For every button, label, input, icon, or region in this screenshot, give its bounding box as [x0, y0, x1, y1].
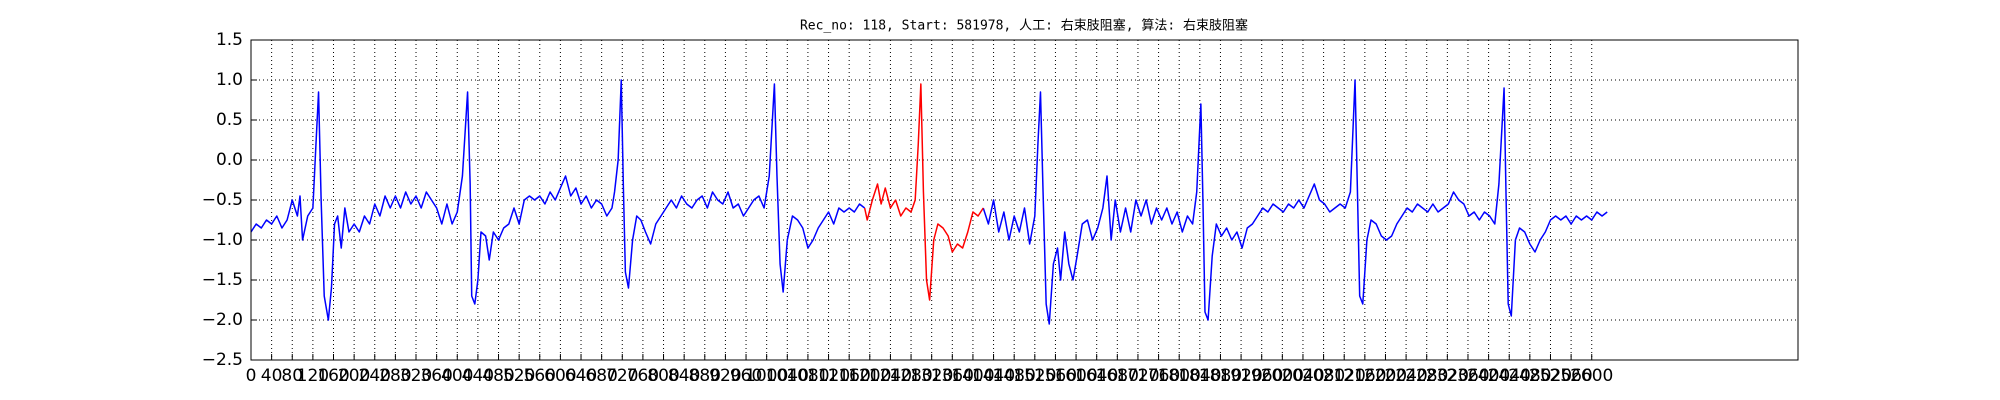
x-tick-label: 320 [400, 366, 432, 386]
y-tick-label: −1.0 [202, 230, 243, 250]
y-tick-label: −2.5 [202, 350, 243, 370]
x-tick-label: 2120 [1323, 366, 1366, 386]
x-tick-label: 1080 [786, 366, 829, 386]
x-tick-label: 2000 [1261, 366, 1304, 386]
x-tick-label: 1400 [951, 366, 994, 386]
x-tick-label: 1520 [1013, 366, 1056, 386]
x-tick-label: 2480 [1508, 366, 1551, 386]
x-tick-label: 0 [246, 366, 257, 386]
y-tick-label: −2.0 [202, 310, 243, 330]
x-tick-label: 280 [379, 366, 411, 386]
ecg-line [250, 79, 1608, 325]
x-tick-label: 1440 [972, 366, 1015, 386]
x-tick-label: 200 [338, 366, 370, 386]
x-tick-label: 640 [565, 366, 597, 386]
x-tick-label: 2080 [1302, 366, 1345, 386]
chart-title: Rec_no: 118, Start: 581978, 人工: 右束肢阻塞, 算… [800, 18, 1248, 34]
plot-frame [250, 39, 1799, 361]
x-tick-label: 760 [627, 366, 659, 386]
x-tick-label: 1200 [848, 366, 891, 386]
x-tick-label: 2240 [1384, 366, 1427, 386]
x-tick-label: 40 [261, 366, 283, 386]
y-tick-label: 1.5 [216, 30, 243, 50]
x-tick-label: 480 [482, 366, 514, 386]
x-tick-label: 1280 [889, 366, 932, 386]
ecg-line [863, 83, 984, 301]
x-tick-label: 2200 [1364, 366, 1407, 386]
x-tick-label: 2560 [1549, 366, 1592, 386]
x-tick-label: 240 [359, 366, 391, 386]
x-tick-label: 680 [585, 366, 617, 386]
x-tick-label: 1760 [1137, 366, 1180, 386]
x-tick-label: 920 [709, 366, 741, 386]
x-tick-label: 960 [730, 366, 762, 386]
x-tick-label: 1360 [931, 366, 974, 386]
x-tick-label: 1960 [1240, 366, 1283, 386]
x-tick-label: 80 [281, 366, 303, 386]
x-tick-label: 720 [606, 366, 638, 386]
y-tick-label: 0.5 [216, 110, 243, 130]
x-tick-label: 1720 [1116, 366, 1159, 386]
x-tick-label: 840 [668, 366, 700, 386]
x-tick-label: 2400 [1467, 366, 1510, 386]
x-tick-label: 1920 [1219, 366, 1262, 386]
x-tick-label: 1800 [1158, 366, 1201, 386]
x-tick-label: 2360 [1446, 366, 1489, 386]
x-tick-label: 1320 [910, 366, 953, 386]
x-tick-label: 360 [420, 366, 452, 386]
x-tick-label: 1480 [993, 366, 1036, 386]
x-tick-label: 2160 [1343, 366, 1386, 386]
x-tick-label: 2320 [1426, 366, 1469, 386]
y-tick-label: −0.5 [202, 190, 243, 210]
x-tick-label: 120 [297, 366, 329, 386]
y-tick-label: 0.0 [216, 150, 243, 170]
x-tick-label: 800 [647, 366, 679, 386]
x-tick-label: 2440 [1488, 366, 1531, 386]
x-tick-label: 160 [317, 366, 349, 386]
x-tick-label: 560 [524, 366, 556, 386]
x-tick-label: 1120 [807, 366, 850, 386]
x-tick-label: 2040 [1281, 366, 1324, 386]
x-tick-label: 1040 [766, 366, 809, 386]
x-tick-label: 880 [689, 366, 721, 386]
x-tick-label: 400 [441, 366, 473, 386]
x-tick-label: 1600 [1054, 366, 1097, 386]
x-tick-label: 1880 [1199, 366, 1242, 386]
plot-area [251, 40, 1798, 360]
y-tick-label: −1.5 [202, 270, 243, 290]
x-tick-label: 520 [503, 366, 535, 386]
x-tick-label: 1240 [869, 366, 912, 386]
x-tick-label: 440 [462, 366, 494, 386]
x-tick-label: 1840 [1178, 366, 1221, 386]
x-tick-label: 1000 [745, 366, 788, 386]
y-tick-label: 1.0 [216, 70, 243, 90]
x-tick-label: 1640 [1075, 366, 1118, 386]
x-tick-label: 2520 [1529, 366, 1572, 386]
x-tick-label: 600 [544, 366, 576, 386]
x-tick-label: 1160 [828, 366, 871, 386]
x-tick-label: 2600 [1570, 366, 1613, 386]
x-tick-label: 2280 [1405, 366, 1448, 386]
x-tick-label: 1560 [1034, 366, 1077, 386]
x-tick-label: 1680 [1096, 366, 1139, 386]
